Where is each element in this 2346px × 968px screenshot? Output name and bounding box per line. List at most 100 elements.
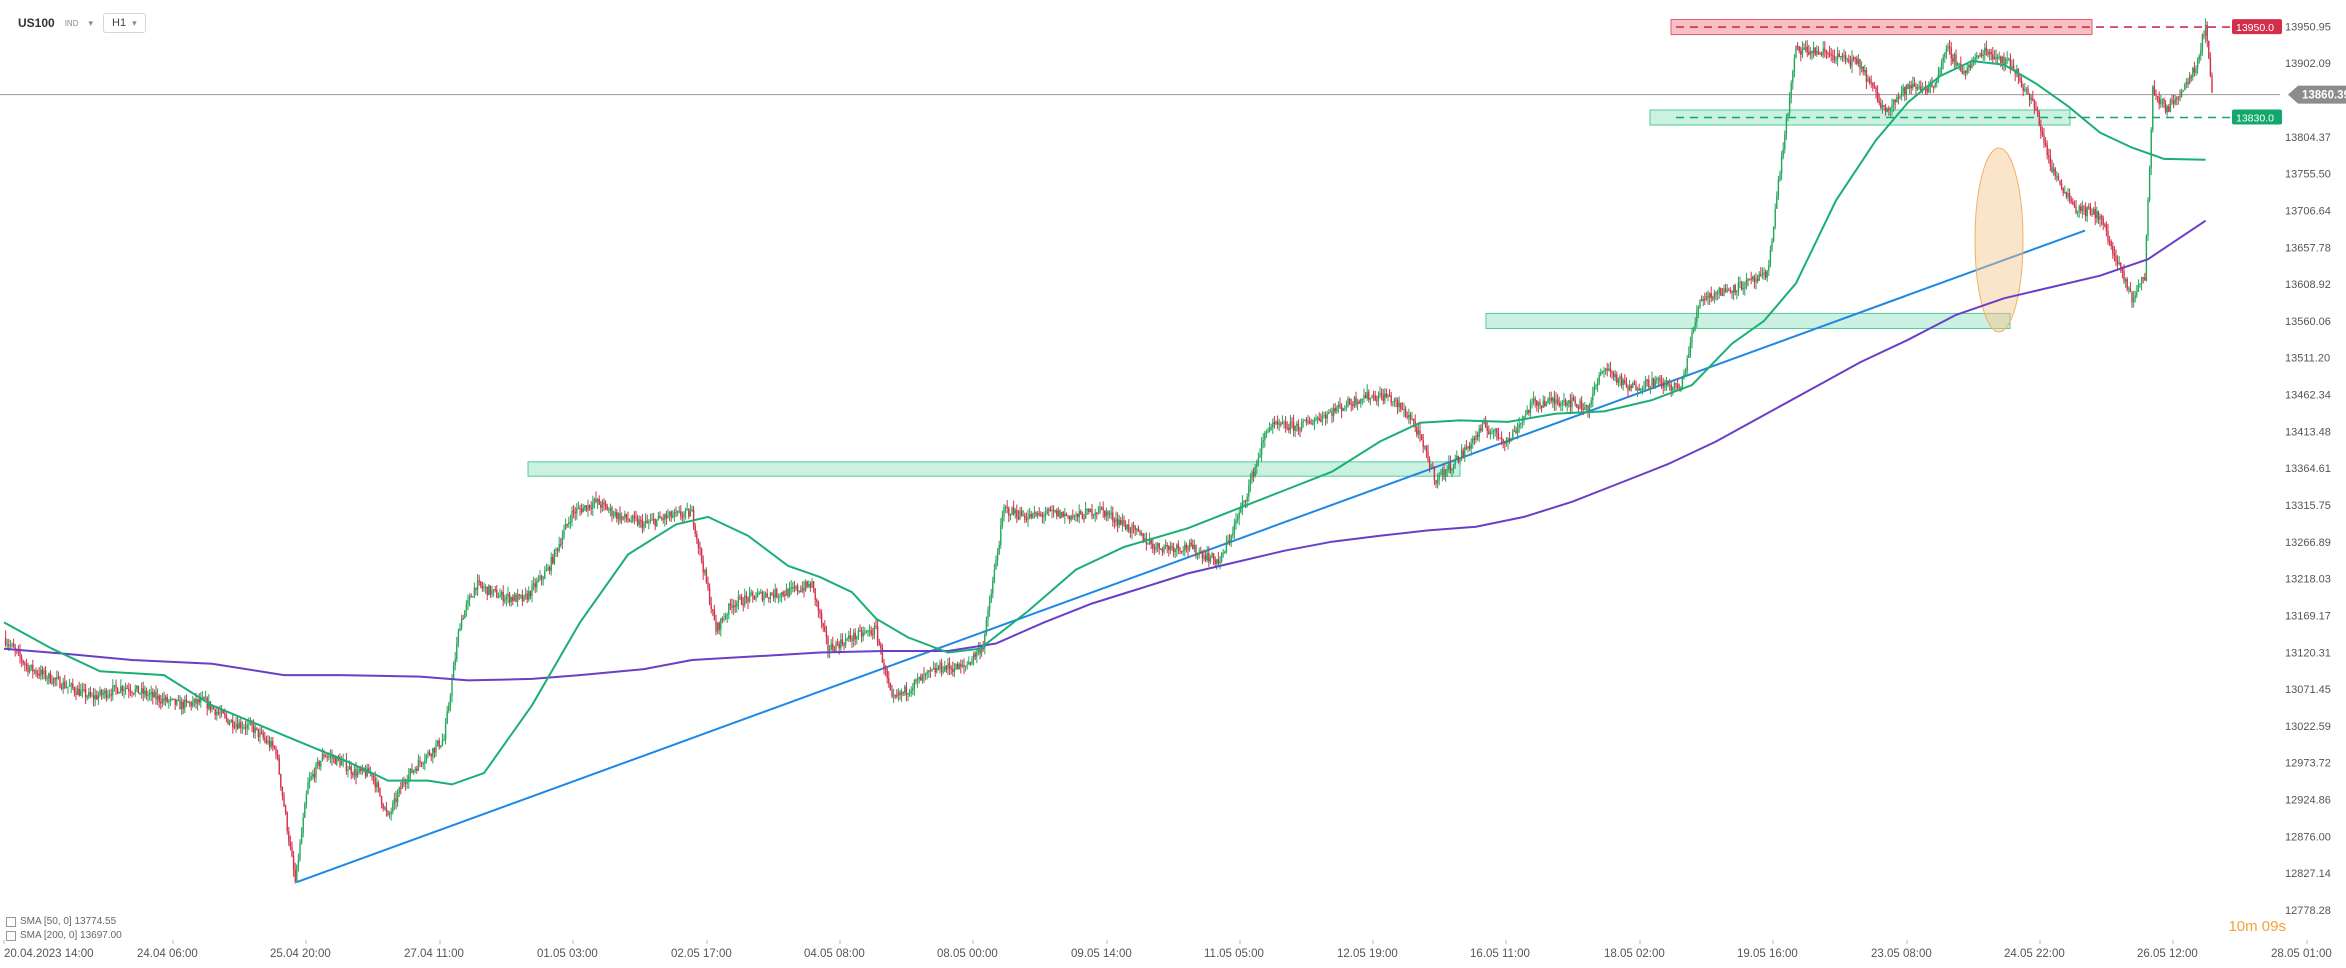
candle-body — [404, 782, 407, 784]
candle-body — [1340, 406, 1343, 411]
candle-body — [747, 597, 749, 602]
candle-body — [2059, 180, 2061, 184]
candle-body — [1868, 78, 1871, 82]
candle-body — [1958, 63, 1960, 65]
candle-body — [1121, 520, 1124, 525]
candle-body — [345, 760, 348, 772]
candle-body — [1128, 524, 1130, 531]
candle-body — [1467, 445, 1469, 449]
candle-body — [760, 592, 762, 594]
candle-body — [598, 499, 600, 505]
candle-body — [1408, 414, 1410, 418]
candle-body — [417, 760, 420, 771]
candle-body — [1097, 512, 1100, 514]
candle-body — [1171, 545, 1173, 547]
candle-body — [1211, 553, 1213, 558]
candle-body — [1417, 430, 1420, 435]
legend-sma50[interactable]: SMA [50, 0] 13774.55 — [6, 916, 116, 927]
candle-body — [364, 771, 367, 777]
candle-body — [1926, 88, 1928, 93]
candle-body — [928, 670, 930, 672]
candle-body — [1272, 422, 1274, 428]
candle-body — [1009, 515, 1012, 517]
candle-body — [1110, 512, 1112, 515]
candle-body — [1705, 295, 1708, 300]
candle-body — [38, 673, 40, 676]
candle-body — [1712, 297, 1714, 299]
candle-body — [94, 695, 96, 700]
candle-body — [264, 737, 266, 740]
x-tick-label: 04.05 08:00 — [804, 948, 865, 960]
candle-body — [2115, 255, 2117, 262]
eye-icon[interactable] — [6, 916, 16, 927]
candle-body — [1387, 395, 1389, 397]
chevron-down-icon[interactable]: ▾ — [88, 17, 94, 28]
candle-body — [1043, 515, 1045, 517]
candle-body — [1150, 540, 1152, 544]
candle-body — [1251, 472, 1253, 480]
candle-body — [595, 498, 597, 502]
candle-body — [318, 761, 320, 767]
legend-sma200[interactable]: SMA [200, 0] 13697.00 — [6, 930, 122, 941]
candle-body — [2024, 89, 2026, 91]
candle-body — [2001, 56, 2004, 63]
candle-body — [2036, 110, 2039, 113]
candle-body — [14, 647, 16, 650]
candle-body — [2084, 207, 2087, 217]
eye-icon[interactable] — [6, 930, 16, 941]
candle-body — [1374, 395, 1376, 401]
candle-body — [387, 811, 389, 815]
candle-body — [145, 690, 148, 696]
candle-body — [158, 695, 160, 702]
candle-body — [739, 596, 741, 598]
candle-body — [592, 502, 594, 509]
candle-body — [1881, 105, 1884, 108]
candle-body — [1168, 546, 1170, 550]
candle-body — [1580, 400, 1583, 409]
candle-body — [256, 727, 258, 729]
candle-body — [668, 511, 671, 516]
candle-body — [1022, 515, 1024, 517]
candle-body — [1339, 404, 1341, 407]
candle-body — [1350, 404, 1352, 406]
candle-body — [1024, 515, 1026, 520]
candle-body — [409, 768, 412, 775]
candle-body — [195, 698, 197, 704]
candle-body — [179, 700, 181, 710]
candle-body — [1956, 63, 1959, 66]
candle-body — [1547, 398, 1549, 404]
candle-body — [724, 615, 727, 619]
candle-body — [651, 519, 653, 521]
candle-body — [1136, 528, 1138, 530]
candle-body — [1609, 368, 1612, 372]
candle-body — [641, 520, 644, 529]
candle-body — [980, 647, 983, 654]
candle-body — [1862, 66, 1864, 72]
candle-body — [1372, 395, 1375, 397]
candle-body — [44, 670, 47, 679]
candle-body — [1556, 399, 1559, 403]
candle-body — [788, 587, 791, 597]
candle-body — [566, 524, 568, 526]
timeframe-select[interactable]: H1 ▾ — [103, 13, 146, 33]
candle-body — [2089, 207, 2092, 215]
symbol-label[interactable]: US100 — [18, 16, 55, 30]
candle-body — [662, 518, 664, 520]
candle-body — [1683, 373, 1685, 377]
candle-body — [953, 669, 956, 672]
candle-body — [136, 685, 138, 689]
candle-body — [1976, 55, 1978, 58]
candle-body — [1846, 59, 1848, 61]
candle-body — [512, 597, 514, 601]
candle-body — [1406, 416, 1408, 418]
candle-body — [1908, 85, 1911, 89]
candle-body — [1851, 57, 1853, 67]
candle-body — [1992, 54, 1994, 60]
candle-body — [1947, 46, 1949, 49]
candle-body — [1755, 278, 1757, 283]
candle-body — [451, 679, 453, 697]
candle-body — [1166, 545, 1168, 547]
candle-body — [1195, 544, 1197, 556]
candle-body — [939, 662, 941, 670]
